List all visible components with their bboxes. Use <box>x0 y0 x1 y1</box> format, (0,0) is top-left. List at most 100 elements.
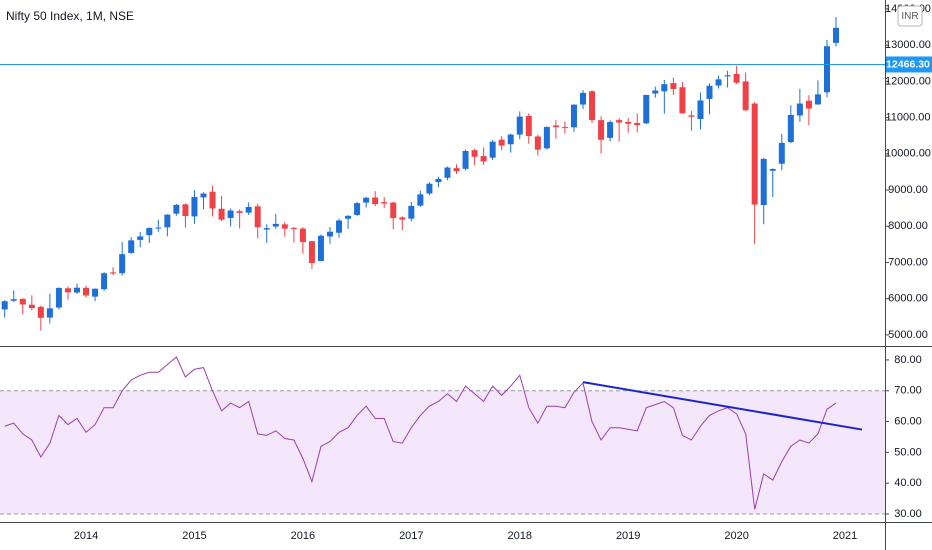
candle-body <box>182 204 189 217</box>
candle-body <box>191 196 198 217</box>
candle-body <box>164 214 171 228</box>
y-tick-label: 50.00 <box>894 446 922 458</box>
candle-body <box>390 202 397 219</box>
candle-body <box>733 74 740 83</box>
candle-body <box>498 139 505 146</box>
rsi-band <box>0 390 885 514</box>
currency-label: INR <box>901 11 918 22</box>
candle-body <box>101 273 108 290</box>
candle-body <box>489 141 496 158</box>
candle-body <box>73 287 80 293</box>
y-tick-label: 6000.00 <box>888 293 928 305</box>
y-tick-label: 11000.00 <box>885 111 930 123</box>
x-tick-label: 2018 <box>508 530 532 542</box>
candle-body <box>128 240 135 253</box>
candle-body <box>616 120 623 123</box>
candle-body <box>227 210 234 218</box>
x-tick-label: 2021 <box>833 530 857 542</box>
candle-body <box>299 228 306 243</box>
candle-body <box>209 191 216 209</box>
candle-body <box>254 206 261 228</box>
candle-body <box>444 167 451 178</box>
candle-body <box>290 227 297 229</box>
candle-body <box>561 127 568 129</box>
x-tick-label: 2017 <box>399 530 423 542</box>
x-tick-label: 2016 <box>291 530 315 542</box>
candle-body <box>137 236 144 240</box>
candle-body <box>715 79 722 86</box>
y-tick-label: 80.00 <box>894 354 922 366</box>
candle-body <box>263 228 270 230</box>
candle-body <box>643 94 650 124</box>
candle-body <box>462 151 469 169</box>
candle-body <box>435 179 442 183</box>
y-tick-label: 30.00 <box>894 508 922 520</box>
candle-body <box>823 46 830 93</box>
y-tick-label: 9000.00 <box>888 184 928 196</box>
candle-body <box>742 81 749 111</box>
candle-body <box>83 287 90 296</box>
y-tick-label: 7000.00 <box>888 256 928 268</box>
candle-body <box>534 136 541 150</box>
y-tick-label: 12000.00 <box>885 75 931 87</box>
plot: 5000.00 6000.00 7000.00 8000.00 9000.00 10000… <box>0 3 932 542</box>
candle-body <box>46 308 53 318</box>
candle-body <box>471 150 478 157</box>
candle-body <box>426 183 433 194</box>
candle-body <box>652 90 659 94</box>
candle-body <box>833 27 840 43</box>
candle-body <box>580 92 587 105</box>
candle-body <box>516 116 523 135</box>
trend-line <box>582 381 863 431</box>
candle-body <box>37 306 44 318</box>
candle-body <box>308 241 315 263</box>
candle-body <box>607 122 614 138</box>
candle-body <box>1 301 8 310</box>
candle-body <box>778 142 785 164</box>
candle-body <box>336 220 343 233</box>
candle-body <box>281 224 288 229</box>
candle-body <box>19 298 26 305</box>
candle-body <box>64 288 71 293</box>
chart-title: Nifty 50 Index, 1M, NSE <box>6 9 134 23</box>
candle-body <box>408 205 415 219</box>
y-tick-label: 5000.00 <box>888 329 928 341</box>
candle-body <box>552 125 559 128</box>
candle-body <box>796 103 803 116</box>
candle-body <box>317 235 324 262</box>
currency-badge[interactable] <box>897 5 923 27</box>
candle-body <box>661 84 668 92</box>
x-tick-label: 2020 <box>724 530 748 542</box>
candle-body <box>272 223 279 227</box>
candle-body <box>814 94 821 105</box>
candle-body <box>589 91 596 121</box>
candle-body <box>345 215 352 219</box>
candle-body <box>787 114 794 143</box>
candle-body <box>679 87 686 114</box>
candle-body <box>381 202 388 204</box>
candle-body <box>399 217 406 220</box>
candle-body <box>706 85 713 99</box>
y-tick-label: 10000.00 <box>885 148 931 160</box>
candle-body <box>10 299 17 301</box>
candle-body <box>751 103 758 205</box>
y-tick-label: 13000.00 <box>885 39 931 51</box>
y-tick-label: 8000.00 <box>888 220 928 232</box>
candle-body <box>110 272 117 274</box>
candle-body <box>570 104 577 128</box>
candle-body <box>55 287 62 308</box>
candle-body <box>805 100 812 109</box>
candle-body <box>236 211 243 213</box>
candle-body <box>119 254 126 274</box>
candle-body <box>200 193 207 198</box>
candle-body <box>245 206 252 213</box>
x-tick-label: 2014 <box>74 530 98 542</box>
candle-body <box>598 120 605 140</box>
candle-body <box>543 127 550 149</box>
candle-body <box>688 115 695 117</box>
y-tick-label: 60.00 <box>894 415 922 427</box>
candle-body <box>218 208 225 220</box>
candle-body <box>354 203 361 215</box>
candle-body <box>363 197 370 203</box>
